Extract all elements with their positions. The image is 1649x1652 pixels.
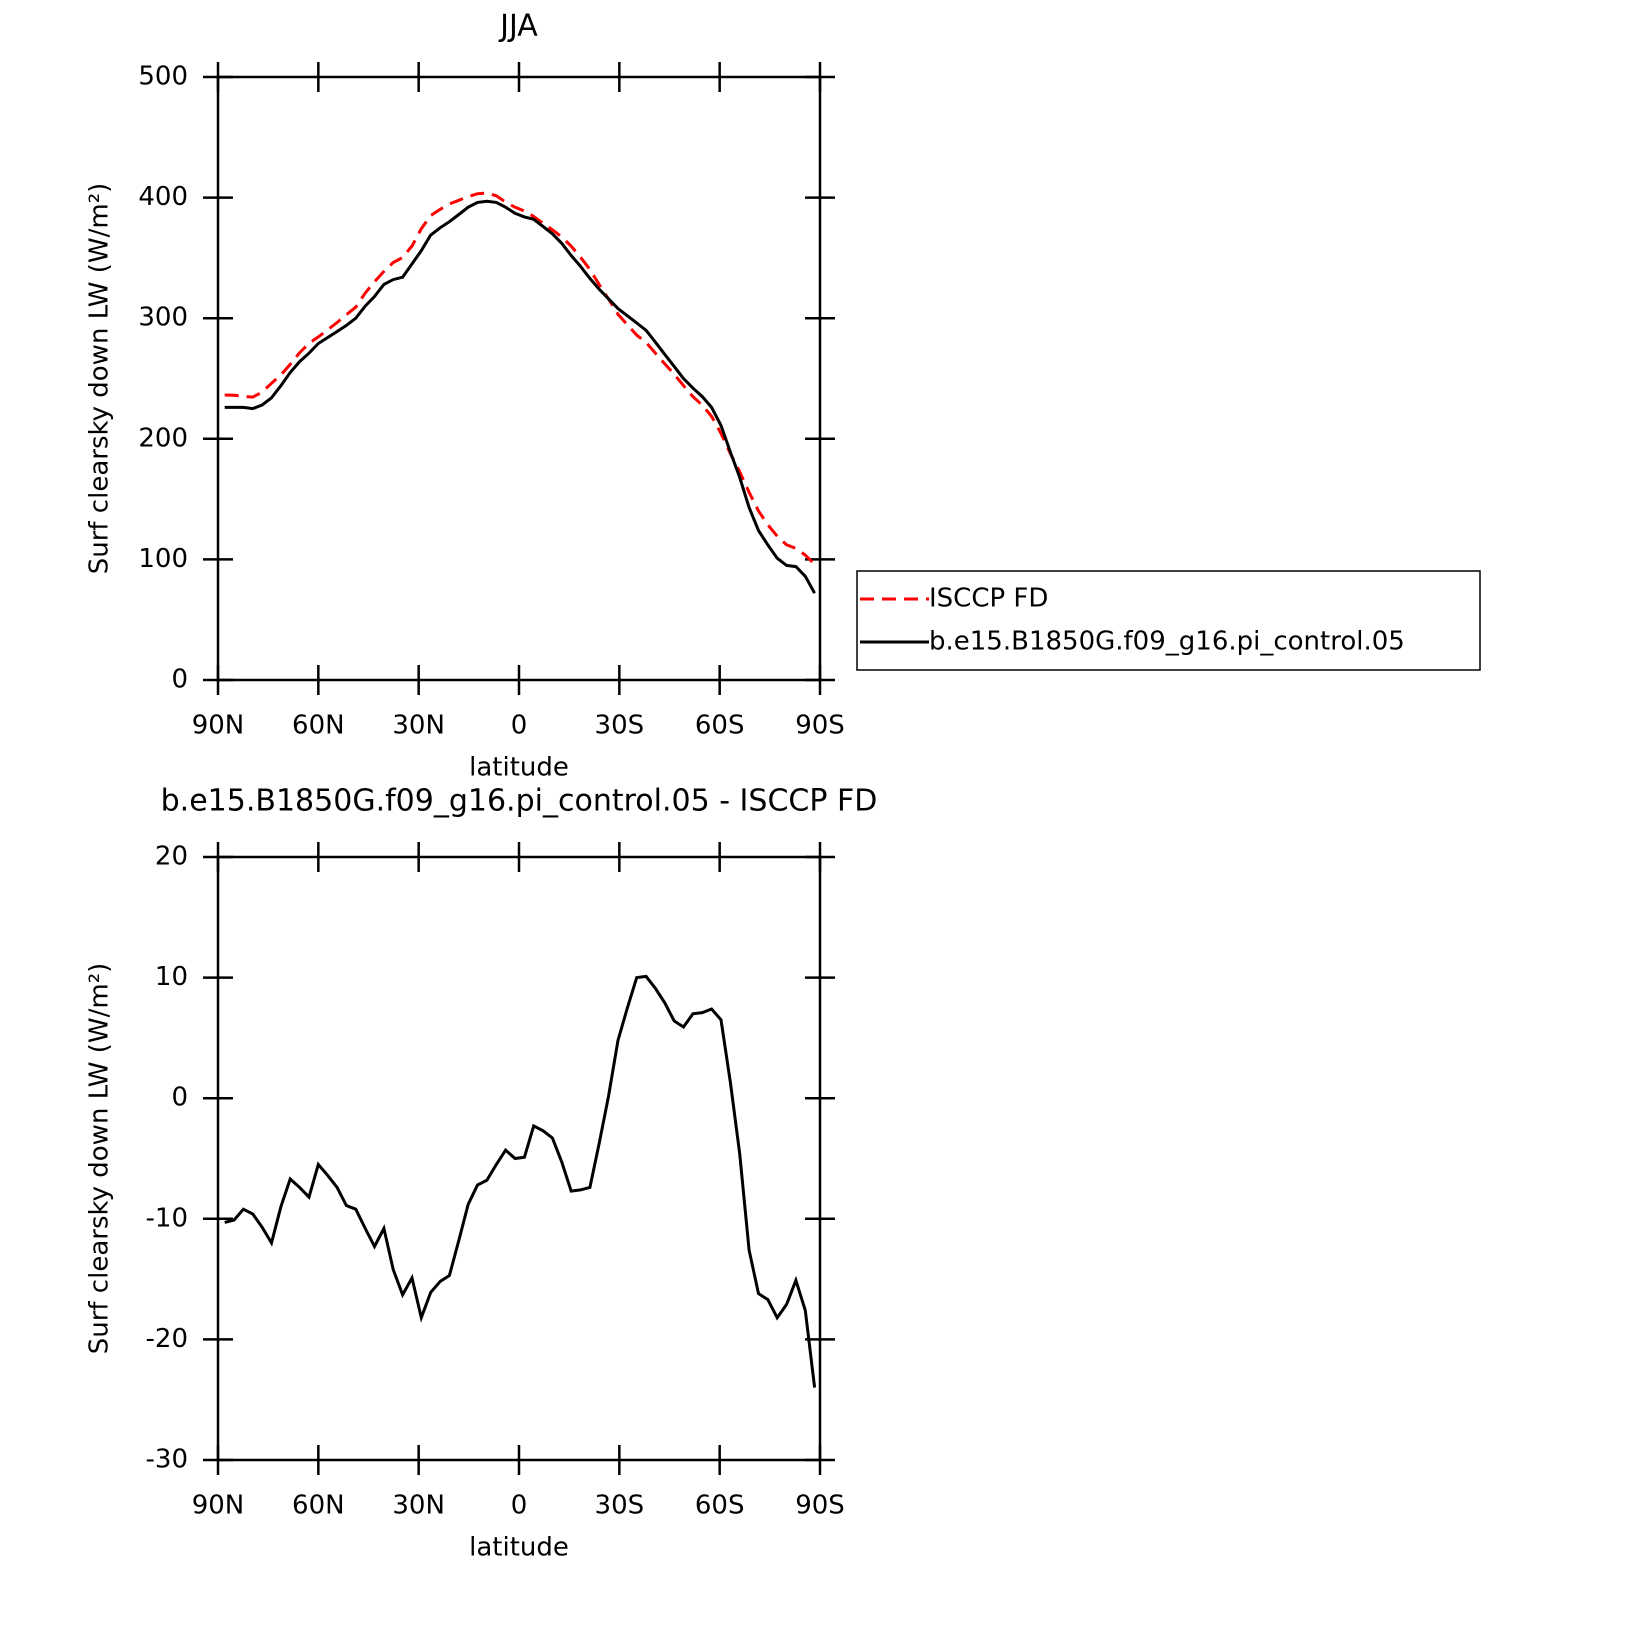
x-tick-label: 30S [595,1491,645,1521]
x-tick-label: 60N [292,711,345,741]
y-axis-label: Surf clearsky down LW (W/m²) [85,183,115,575]
y-tick-label: 300 [138,303,188,333]
y-tick-label: -10 [146,1203,188,1233]
x-tick-label: 90N [192,1491,245,1521]
x-axis-label: latitude [469,1533,569,1563]
x-tick-label: 60S [695,711,745,741]
legend-box [856,570,1481,671]
x-tick-label: 30N [392,1491,445,1521]
plot-frame [216,75,822,682]
x-tick-label: 60S [695,1491,745,1521]
data-line [224,974,817,1388]
data-line [224,191,816,566]
x-tick-label: 30S [595,711,645,741]
legend-label: b.e15.B1850G.f09_g16.pi_control.05 [929,627,1405,657]
y-tick-label: 500 [138,62,188,92]
y-tick-label: -30 [146,1445,188,1475]
x-tick-label: 90S [795,711,845,741]
x-axis-label: latitude [469,753,569,783]
y-axis-label: Surf clearsky down LW (W/m²) [85,963,115,1355]
x-tick-label: 0 [511,711,528,741]
x-tick-label: 0 [511,1491,528,1521]
chart-title: JJA [498,9,538,44]
x-tick-label: 60N [292,1491,345,1521]
x-tick-label: 30N [392,711,445,741]
y-tick-label: -20 [146,1324,188,1354]
y-tick-label: 20 [155,842,188,872]
legend-label: ISCCP FD [929,584,1048,614]
chart-title: b.e15.B1850G.f09_g16.pi_control.05 - ISC… [161,784,878,819]
x-tick-label: 90N [192,711,245,741]
y-tick-label: 10 [155,962,188,992]
y-tick-label: 0 [171,1083,188,1113]
y-tick-label: 200 [138,423,188,453]
y-tick-label: 0 [171,665,188,695]
x-tick-label: 90S [795,1491,845,1521]
y-tick-label: 400 [138,182,188,212]
data-line [224,199,816,594]
y-tick-label: 100 [138,544,188,574]
